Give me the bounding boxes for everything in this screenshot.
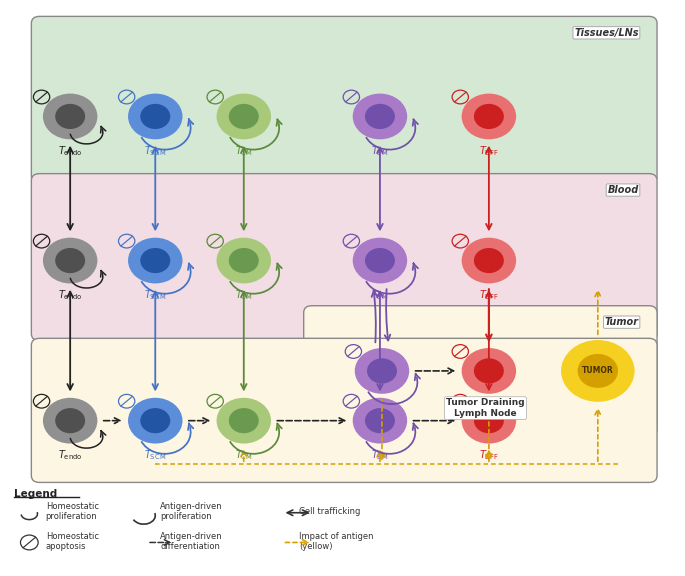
Circle shape xyxy=(365,248,395,273)
Text: $T_{\mathrm{EM}}$: $T_{\mathrm{EM}}$ xyxy=(373,399,390,412)
Text: $T_{\mathrm{EM}}$: $T_{\mathrm{EM}}$ xyxy=(371,288,388,302)
Circle shape xyxy=(229,408,259,433)
Circle shape xyxy=(353,238,407,283)
Circle shape xyxy=(43,398,97,444)
Circle shape xyxy=(128,398,182,444)
Text: Impact of antigen
(yellow): Impact of antigen (yellow) xyxy=(299,532,373,551)
Text: $T_{\mathrm{CM}}$: $T_{\mathrm{CM}}$ xyxy=(235,144,253,158)
Circle shape xyxy=(462,238,516,283)
Text: Tumor: Tumor xyxy=(605,317,638,327)
Text: $T_{\mathrm{CM}}$: $T_{\mathrm{CM}}$ xyxy=(235,288,253,302)
Circle shape xyxy=(43,93,97,139)
Circle shape xyxy=(216,93,271,139)
Text: $T_{\mathrm{endo}}$: $T_{\mathrm{endo}}$ xyxy=(58,288,82,302)
Text: Blood: Blood xyxy=(608,185,638,195)
Circle shape xyxy=(229,104,259,129)
Text: $T_{\mathrm{EFF}}$: $T_{\mathrm{EFF}}$ xyxy=(479,288,499,302)
Circle shape xyxy=(128,93,182,139)
FancyBboxPatch shape xyxy=(32,16,657,183)
Circle shape xyxy=(229,248,259,273)
Text: $T_{\mathrm{SCM}}$: $T_{\mathrm{SCM}}$ xyxy=(144,448,166,462)
Circle shape xyxy=(55,248,85,273)
Text: Tumor Draining
Lymph Node: Tumor Draining Lymph Node xyxy=(446,399,525,418)
Text: TUMOR: TUMOR xyxy=(582,366,614,376)
Circle shape xyxy=(462,348,516,394)
FancyBboxPatch shape xyxy=(32,338,657,483)
Circle shape xyxy=(367,358,397,384)
Circle shape xyxy=(474,104,504,129)
Circle shape xyxy=(365,408,395,433)
Text: $T_{\mathrm{EFF}}$: $T_{\mathrm{EFF}}$ xyxy=(479,448,499,462)
Text: Cell trafficking: Cell trafficking xyxy=(299,507,360,516)
Text: $T_{\mathrm{SCM}}$: $T_{\mathrm{SCM}}$ xyxy=(144,288,166,302)
Text: $T_{\mathrm{EM}}$: $T_{\mathrm{EM}}$ xyxy=(371,448,388,462)
Circle shape xyxy=(128,238,182,283)
Circle shape xyxy=(216,398,271,444)
Text: $T_{\mathrm{endo}}$: $T_{\mathrm{endo}}$ xyxy=(58,144,82,158)
Circle shape xyxy=(577,354,618,388)
Text: Tissues/LNs: Tissues/LNs xyxy=(574,28,638,38)
Text: Antigen-driven
differentiation: Antigen-driven differentiation xyxy=(160,532,223,551)
Text: $T_{\mathrm{endo}}$: $T_{\mathrm{endo}}$ xyxy=(58,448,82,462)
Text: Legend: Legend xyxy=(14,489,58,499)
Circle shape xyxy=(43,238,97,283)
Circle shape xyxy=(462,93,516,139)
Text: $T_{\mathrm{CM}}$: $T_{\mathrm{CM}}$ xyxy=(235,448,253,462)
Text: Antigen-driven
proliferation: Antigen-driven proliferation xyxy=(160,502,223,521)
Circle shape xyxy=(353,93,407,139)
Circle shape xyxy=(353,398,407,444)
Circle shape xyxy=(365,104,395,129)
Circle shape xyxy=(462,398,516,444)
Text: Homeostatic
apoptosis: Homeostatic apoptosis xyxy=(46,532,99,551)
Circle shape xyxy=(140,408,171,433)
FancyBboxPatch shape xyxy=(32,173,657,340)
Circle shape xyxy=(55,104,85,129)
Circle shape xyxy=(561,340,634,402)
Circle shape xyxy=(140,104,171,129)
Circle shape xyxy=(216,238,271,283)
Text: $T_{\mathrm{EFF}}$: $T_{\mathrm{EFF}}$ xyxy=(479,144,499,158)
Circle shape xyxy=(474,248,504,273)
Circle shape xyxy=(55,408,85,433)
Text: $T_{\mathrm{SCM}}$: $T_{\mathrm{SCM}}$ xyxy=(144,144,166,158)
FancyBboxPatch shape xyxy=(303,306,657,437)
Text: $T_{\mathrm{EM}}$: $T_{\mathrm{EM}}$ xyxy=(371,144,388,158)
Circle shape xyxy=(474,358,504,384)
Text: Homeostatic
proliferation: Homeostatic proliferation xyxy=(46,502,99,521)
Text: $T_{\mathrm{EFF}}$: $T_{\mathrm{EFF}}$ xyxy=(479,399,499,412)
Circle shape xyxy=(355,348,409,394)
Circle shape xyxy=(474,408,504,433)
Circle shape xyxy=(140,248,171,273)
